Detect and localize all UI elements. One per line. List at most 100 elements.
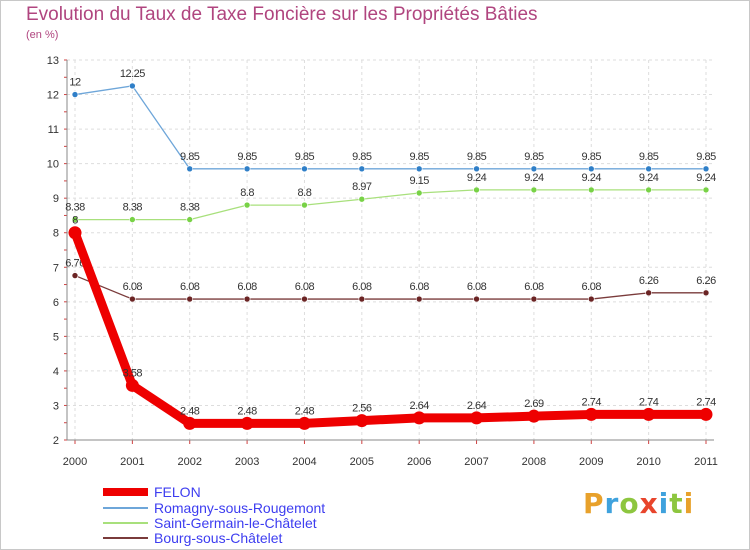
data-point xyxy=(301,295,308,303)
data-point xyxy=(530,295,538,303)
data-point xyxy=(68,226,82,240)
series-line-3 xyxy=(70,228,711,428)
data-label: 2.48 xyxy=(237,405,257,417)
logo-letter: P xyxy=(583,487,605,520)
y-tick-label: 8 xyxy=(53,228,59,240)
data-point xyxy=(527,409,541,423)
data-label: 6.08 xyxy=(409,281,429,293)
data-point xyxy=(645,289,652,297)
data-label: 9.85 xyxy=(352,151,372,163)
data-label: 9.85 xyxy=(524,151,544,163)
data-label: 9.85 xyxy=(295,151,315,163)
data-label: 8.38 xyxy=(180,202,200,214)
data-label: 2.74 xyxy=(639,396,659,408)
y-tick-label: 10 xyxy=(47,159,59,171)
x-tick-label: 2005 xyxy=(350,456,374,468)
y-tick-label: 7 xyxy=(53,262,59,274)
y-tick-label: 11 xyxy=(48,124,59,136)
data-label: 6.08 xyxy=(237,281,257,293)
data-label: 6.08 xyxy=(180,281,200,293)
unit-label: (en %) xyxy=(26,29,59,41)
data-label: 6.08 xyxy=(295,281,315,293)
data-label: 9.24 xyxy=(467,172,487,184)
series-line-1 xyxy=(74,189,707,221)
y-tick-label: 13 xyxy=(47,55,59,67)
data-label: 9.24 xyxy=(696,172,716,184)
data-label: 6.08 xyxy=(467,281,487,293)
data-label: 6.26 xyxy=(639,275,659,287)
data-label: 9.85 xyxy=(467,151,487,163)
data-point xyxy=(587,165,595,173)
data-point xyxy=(243,295,251,303)
data-label: 2.56 xyxy=(352,403,372,415)
data-point xyxy=(186,216,194,223)
data-point xyxy=(355,414,369,428)
data-label: 9.24 xyxy=(639,172,659,184)
data-point xyxy=(412,411,426,425)
x-tick-label: 2010 xyxy=(636,456,660,468)
legend-label: FELON xyxy=(154,484,201,500)
logo-letter: t xyxy=(669,487,684,520)
y-tick-label: 5 xyxy=(53,331,59,343)
data-point xyxy=(642,407,656,421)
data-label: 12 xyxy=(69,77,81,89)
data-point xyxy=(71,91,79,98)
data-point xyxy=(358,165,366,173)
data-point xyxy=(587,186,595,194)
logo-letter: i xyxy=(658,487,670,520)
data-point xyxy=(129,216,136,223)
data-point xyxy=(415,165,423,173)
data-point xyxy=(301,165,308,173)
data-point xyxy=(358,195,366,203)
data-label: 6.26 xyxy=(696,275,716,287)
data-point xyxy=(297,416,311,430)
y-tick-label: 3 xyxy=(53,400,59,412)
data-point xyxy=(129,82,136,90)
data-point xyxy=(240,416,254,430)
data-point xyxy=(71,216,79,223)
data-label: 6.08 xyxy=(123,281,143,293)
x-tick-label: 2006 xyxy=(407,456,431,468)
x-tick-label: 2002 xyxy=(177,456,201,468)
data-label: 8.38 xyxy=(123,202,143,214)
data-point xyxy=(470,411,484,425)
data-point xyxy=(530,165,538,173)
x-tick-label: 2009 xyxy=(579,456,603,468)
data-label: 12.25 xyxy=(120,68,145,80)
y-tick-label: 2 xyxy=(53,435,59,447)
data-label: 6.08 xyxy=(582,281,602,293)
data-label: 2.48 xyxy=(180,405,200,417)
data-point xyxy=(584,407,598,421)
data-label: 9.15 xyxy=(409,175,429,187)
data-label: 9.85 xyxy=(639,151,659,163)
data-label: 8.97 xyxy=(352,181,372,193)
series-line-2 xyxy=(74,274,707,300)
legend-label: Bourg-sous-Châtelet xyxy=(154,530,283,546)
data-point xyxy=(702,186,710,194)
logo-letter: i xyxy=(683,487,695,520)
data-label: 9.85 xyxy=(409,151,429,163)
data-point xyxy=(702,289,710,297)
data-point xyxy=(473,295,480,303)
data-point xyxy=(530,186,538,194)
data-label: 9.85 xyxy=(696,151,716,163)
data-point xyxy=(71,272,79,279)
data-label: 6.08 xyxy=(524,281,544,293)
x-tick-label: 2007 xyxy=(464,456,488,468)
data-point xyxy=(301,201,308,209)
data-label: 2.69 xyxy=(524,398,544,410)
data-point xyxy=(587,295,595,303)
logo-letter: x xyxy=(639,487,659,520)
proxiti-logo: Proxiti xyxy=(583,487,694,520)
data-point xyxy=(645,165,652,173)
data-point xyxy=(415,295,423,303)
y-tick-label: 6 xyxy=(53,297,59,309)
data-label: 8 xyxy=(72,215,78,227)
data-label: 8.8 xyxy=(298,187,312,199)
data-label: 9.24 xyxy=(582,172,602,184)
data-point xyxy=(183,416,197,430)
data-point xyxy=(243,165,251,173)
data-point xyxy=(473,165,480,173)
